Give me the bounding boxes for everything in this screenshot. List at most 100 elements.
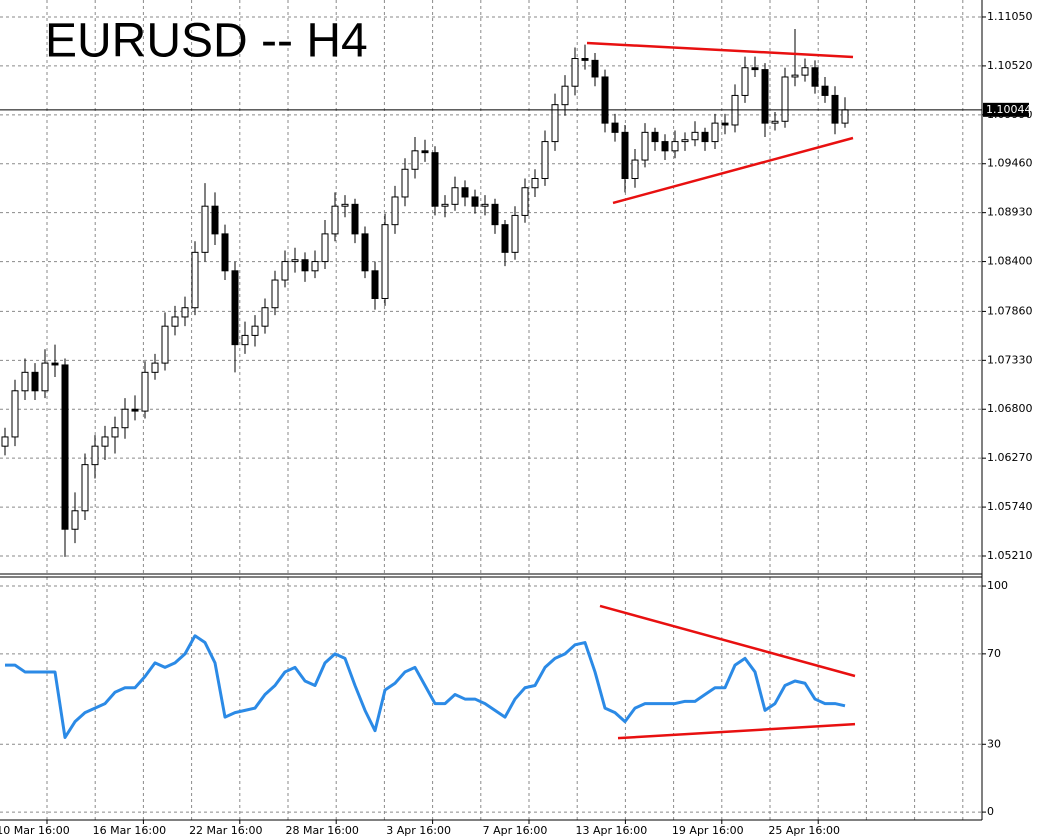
x-tick-label: 28 Mar 16:00 — [285, 824, 358, 837]
candle-body — [21, 371, 29, 392]
candle-body — [631, 159, 639, 180]
y-tick-label: 1.10520 — [987, 59, 1033, 72]
y-tick-label: 1.06800 — [987, 402, 1033, 415]
y-tick-label: 1.08930 — [987, 206, 1033, 219]
candle-body — [781, 76, 789, 122]
candle-body — [81, 464, 89, 512]
candle-body — [551, 104, 559, 143]
candle-body — [771, 120, 779, 124]
candle-body — [401, 168, 409, 198]
candle-body — [831, 94, 839, 124]
candle-body — [791, 74, 799, 78]
candle-body — [621, 131, 629, 180]
candle-body — [521, 187, 529, 216]
candle-body — [571, 58, 579, 87]
candle-body — [1, 436, 9, 447]
candle-body — [641, 131, 649, 161]
y-tick-label: 100 — [987, 579, 1008, 592]
indicator-line — [5, 634, 846, 739]
candle-body — [751, 67, 759, 71]
candle-body — [801, 67, 809, 76]
trend-line — [617, 722, 856, 740]
candle-body — [581, 58, 589, 61]
candle-body — [761, 69, 769, 124]
candle-body — [331, 205, 339, 235]
trend-line — [586, 41, 854, 59]
candle-body — [281, 261, 289, 281]
candle-body — [561, 85, 569, 106]
candle-body — [671, 141, 679, 152]
candle-body — [121, 408, 129, 429]
y-tick-label: 1.07860 — [987, 304, 1033, 317]
candle-body — [41, 362, 49, 392]
candle-body — [491, 203, 499, 226]
candle-body — [31, 371, 39, 392]
candle-body — [301, 259, 309, 272]
x-tick-label: 16 Mar 16:00 — [93, 824, 166, 837]
x-tick-label: 10 Mar 16:00 — [0, 824, 70, 837]
candle-body — [251, 325, 259, 336]
candle-body — [511, 214, 519, 253]
grid — [0, 0, 982, 820]
candle-body — [451, 187, 459, 205]
candle-body — [541, 141, 549, 180]
candle-body — [171, 316, 179, 327]
candle-body — [371, 270, 379, 299]
candle-body — [811, 67, 819, 87]
candle-body — [211, 205, 219, 235]
current-price-label: 1.10044 — [986, 103, 1032, 116]
candle-body — [471, 196, 479, 207]
candle-body — [411, 150, 419, 170]
candle-body — [531, 178, 539, 189]
candle-body — [201, 205, 209, 253]
candle-body — [421, 150, 429, 154]
candle-body — [611, 122, 619, 133]
candle-body — [481, 203, 489, 207]
candle-body — [691, 131, 699, 141]
candle-body — [231, 270, 239, 346]
candle-body — [601, 76, 609, 124]
candle-body — [91, 445, 99, 466]
candle-body — [711, 122, 719, 143]
candle-body — [821, 85, 829, 96]
trend-line — [599, 604, 856, 678]
candle-body — [11, 390, 19, 438]
candle-body — [391, 196, 399, 226]
candle-body — [161, 325, 169, 364]
candle-body — [101, 436, 109, 447]
x-tick-label: 22 Mar 16:00 — [189, 824, 262, 837]
candle-body — [841, 109, 849, 124]
candle-body — [271, 279, 279, 309]
candle-body — [151, 362, 159, 373]
y-tick-label: 30 — [987, 737, 1001, 750]
x-tick-label: 3 Apr 16:00 — [386, 824, 451, 837]
candle-body — [61, 364, 69, 530]
candle-body — [441, 203, 449, 207]
candle-body — [131, 408, 139, 412]
x-tick-label: 13 Apr 16:00 — [576, 824, 648, 837]
y-tick-label: 1.05210 — [987, 549, 1033, 562]
chart-title: EURUSD -- H4 — [45, 15, 368, 68]
y-tick-label: 1.07330 — [987, 353, 1033, 366]
current-price-box — [983, 102, 1029, 117]
candle-body — [291, 259, 299, 263]
candle-body — [701, 131, 709, 143]
candle-body — [321, 233, 329, 263]
y-tick-label: 1.06270 — [987, 451, 1033, 464]
candle-body — [661, 141, 669, 152]
x-tick-label: 19 Apr 16:00 — [672, 824, 744, 837]
candle-body — [261, 307, 269, 327]
candle-body — [241, 334, 249, 346]
y-tick-label: 1.08400 — [987, 255, 1033, 268]
candle-body — [51, 362, 59, 366]
candle-body — [351, 203, 359, 235]
candle-body — [71, 510, 79, 530]
candle-body — [141, 371, 149, 412]
candle-body — [381, 224, 389, 299]
x-tick-label: 7 Apr 16:00 — [483, 824, 548, 837]
candle-body — [311, 261, 319, 272]
trend-line — [612, 136, 854, 205]
candle-body — [111, 427, 119, 438]
y-tick-label: 70 — [987, 647, 1001, 660]
